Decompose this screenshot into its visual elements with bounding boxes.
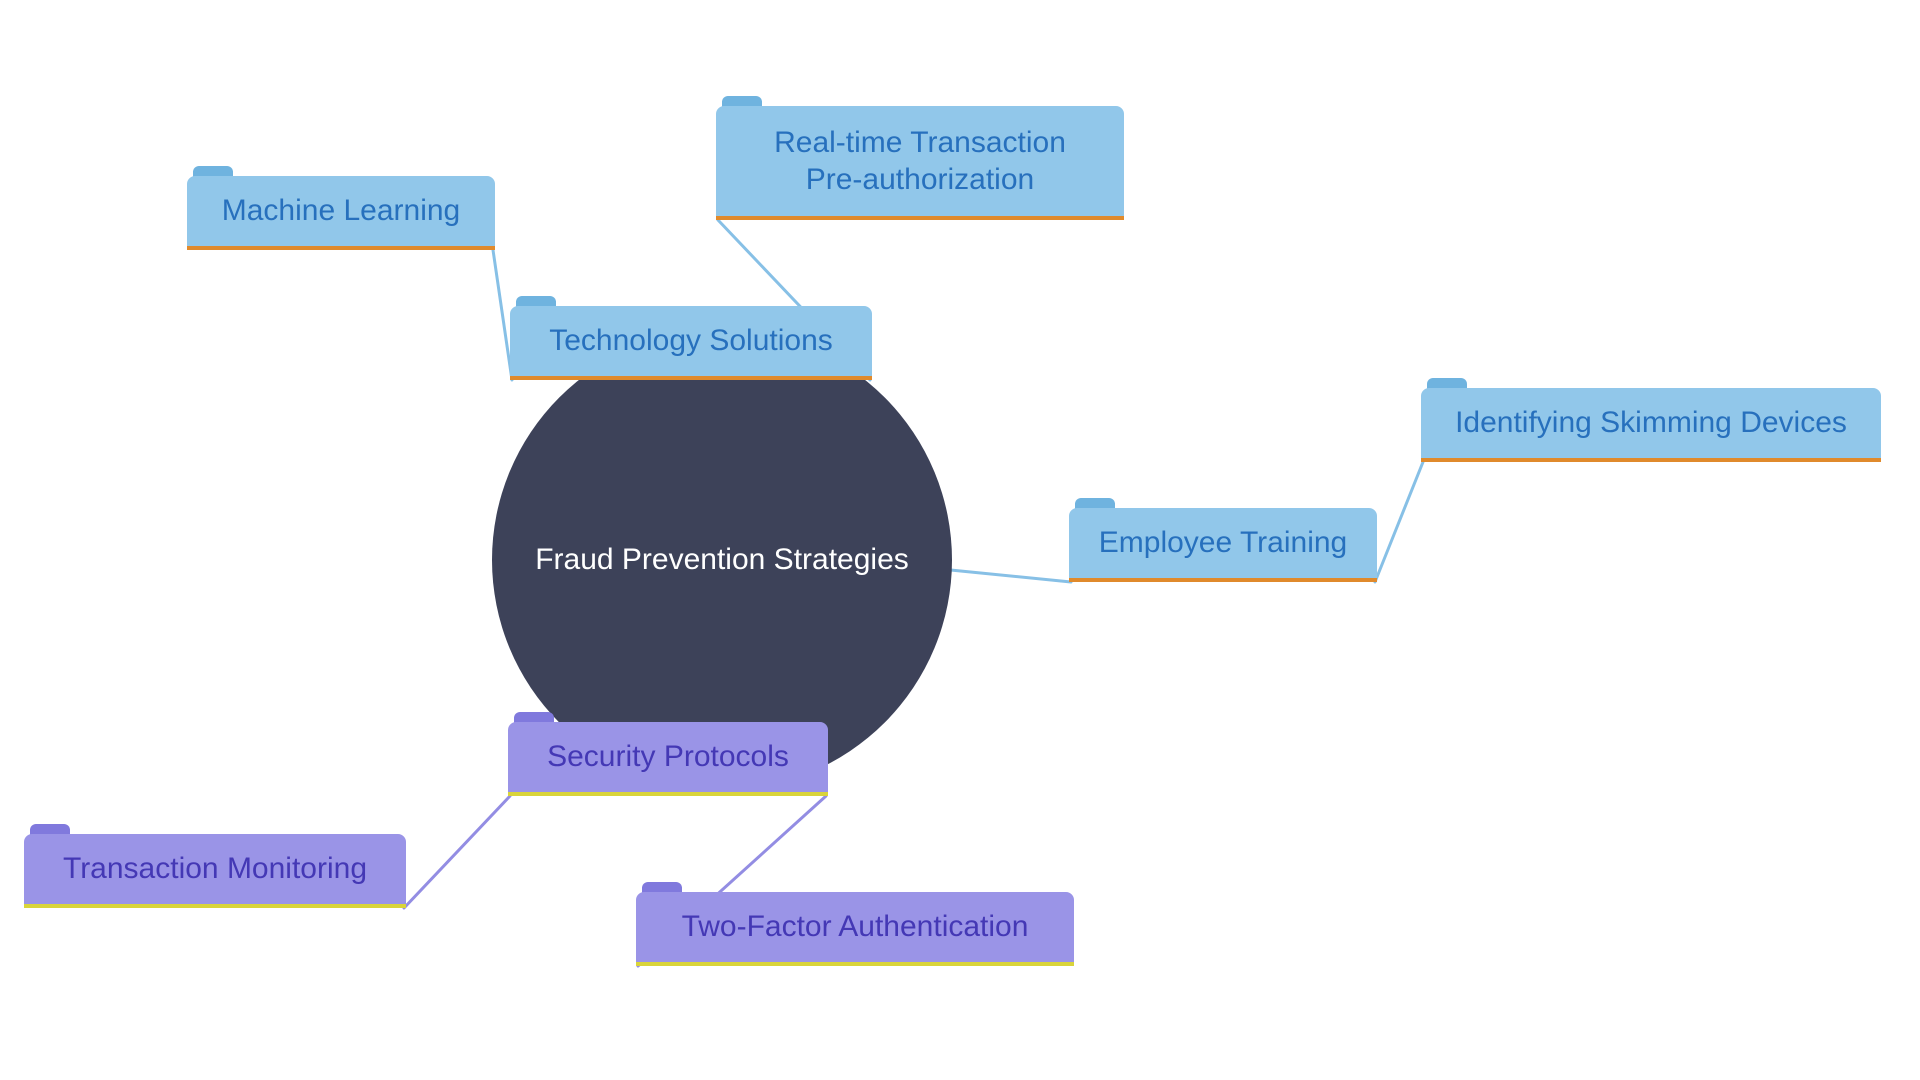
mindmap-canvas: Fraud Prevention Strategies Technology S… bbox=[0, 0, 1920, 1080]
mindmap-node: Two-Factor Authentication bbox=[636, 892, 1074, 966]
node-label: Real-time Transaction Pre-authorization bbox=[774, 124, 1066, 199]
mindmap-node: Technology Solutions bbox=[510, 306, 872, 380]
node-label: Technology Solutions bbox=[549, 322, 833, 360]
node-label: Two-Factor Authentication bbox=[682, 908, 1029, 946]
mindmap-node: Machine Learning bbox=[187, 176, 495, 250]
edge bbox=[404, 796, 510, 908]
node-label: Security Protocols bbox=[547, 738, 789, 776]
center-label: Fraud Prevention Strategies bbox=[535, 543, 909, 577]
node-label: Employee Training bbox=[1099, 524, 1347, 562]
mindmap-node: Identifying Skimming Devices bbox=[1421, 388, 1881, 462]
mindmap-node: Transaction Monitoring bbox=[24, 834, 406, 908]
node-label: Machine Learning bbox=[222, 192, 461, 230]
mindmap-node: Security Protocols bbox=[508, 722, 828, 796]
center-node: Fraud Prevention Strategies bbox=[492, 330, 952, 790]
node-label: Transaction Monitoring bbox=[63, 850, 367, 888]
edge bbox=[1375, 462, 1423, 582]
mindmap-node: Employee Training bbox=[1069, 508, 1377, 582]
mindmap-node: Real-time Transaction Pre-authorization bbox=[716, 106, 1124, 220]
edge bbox=[952, 570, 1071, 582]
node-label: Identifying Skimming Devices bbox=[1455, 404, 1847, 442]
